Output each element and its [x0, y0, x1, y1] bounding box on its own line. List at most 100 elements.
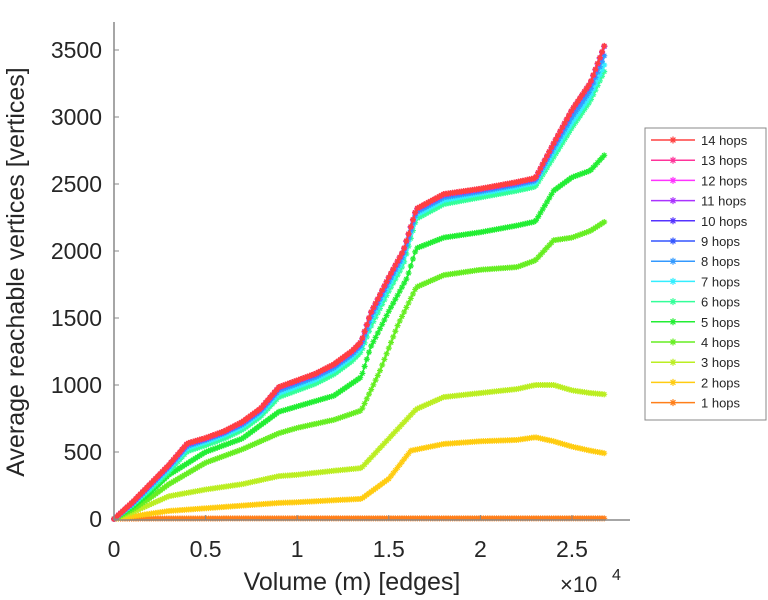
data-point — [398, 313, 405, 320]
data-point — [577, 171, 584, 178]
data-point — [374, 309, 381, 316]
data-point — [207, 457, 214, 464]
data-point — [596, 63, 603, 70]
y-tick-label: 3500 — [51, 37, 102, 63]
data-point — [304, 400, 311, 407]
data-point — [533, 182, 540, 189]
data-point — [515, 263, 522, 270]
data-point — [341, 413, 348, 420]
data-point — [361, 332, 368, 339]
data-point — [361, 461, 368, 468]
data-point — [284, 390, 291, 397]
data-point — [394, 322, 401, 329]
data-point — [185, 447, 192, 454]
data-point — [377, 445, 384, 452]
data-point — [203, 448, 210, 455]
data-point — [590, 72, 597, 79]
data-point — [198, 436, 205, 443]
data-point — [234, 421, 241, 428]
data-point — [427, 239, 434, 246]
legend-item: 5 hops — [651, 315, 741, 330]
data-point — [319, 395, 326, 402]
data-point — [117, 509, 124, 516]
data-point — [190, 446, 197, 453]
data-point — [132, 495, 139, 502]
data-point — [579, 109, 586, 116]
data-point — [438, 395, 445, 402]
data-point — [392, 276, 399, 283]
data-point — [374, 295, 381, 302]
data-point — [289, 379, 296, 386]
data-point — [146, 481, 153, 488]
data-point — [183, 449, 190, 456]
data-point — [387, 433, 394, 440]
data-point — [194, 437, 201, 444]
data-point — [207, 440, 214, 447]
data-point — [308, 399, 315, 406]
data-point — [401, 244, 408, 251]
data-point — [579, 104, 586, 111]
data-point — [574, 172, 581, 179]
legend-marker — [669, 197, 677, 205]
data-point — [212, 445, 219, 452]
data-point — [394, 426, 401, 433]
y-tick-label: 1500 — [51, 305, 102, 331]
data-point — [187, 447, 194, 454]
data-point — [359, 335, 366, 342]
data-point — [557, 138, 564, 145]
y-tick-label: 0 — [89, 506, 102, 532]
data-point — [269, 433, 276, 440]
data-point — [163, 473, 170, 480]
data-point — [319, 366, 326, 373]
data-point — [229, 423, 236, 430]
data-point — [418, 202, 425, 209]
legend-item: 14 hops — [651, 133, 748, 148]
data-point — [231, 438, 238, 445]
data-point — [387, 304, 394, 311]
data-point — [570, 122, 577, 129]
legend-label: 10 hops — [701, 214, 748, 229]
data-point — [583, 103, 590, 110]
data-point — [412, 248, 419, 255]
data-point — [544, 198, 551, 205]
data-point — [436, 395, 443, 402]
data-point — [588, 166, 595, 173]
data-point — [381, 316, 388, 323]
data-point — [289, 389, 296, 396]
data-point — [251, 440, 258, 447]
data-point — [423, 279, 430, 286]
data-point — [227, 424, 234, 431]
data-point — [572, 119, 579, 126]
data-point — [203, 459, 210, 466]
data-point — [366, 314, 373, 321]
data-point — [555, 383, 562, 390]
data-point — [561, 131, 568, 138]
data-point — [574, 105, 581, 112]
data-point — [238, 435, 245, 442]
y-tick-label: 3000 — [51, 104, 102, 130]
data-point — [372, 377, 379, 384]
data-point — [154, 482, 161, 489]
data-point — [438, 202, 445, 209]
data-point — [522, 261, 529, 268]
data-point — [293, 403, 300, 410]
data-point — [225, 440, 232, 447]
axes: 0 500 1000 1500 2000 2500 3000 3500 0 0.5 1 1.5 2 2.… — [51, 22, 630, 562]
data-point — [348, 410, 355, 417]
data-point — [425, 240, 432, 247]
data-point — [179, 446, 186, 453]
data-point — [398, 421, 405, 428]
data-point — [126, 501, 133, 508]
data-point — [390, 266, 397, 273]
data-point — [293, 387, 300, 394]
data-point — [581, 106, 588, 113]
data-point — [139, 488, 146, 495]
data-point — [601, 218, 608, 225]
data-point — [370, 318, 377, 325]
data-point — [209, 439, 216, 446]
data-point — [583, 168, 590, 175]
data-point — [596, 157, 603, 164]
data-point — [405, 234, 412, 241]
data-point — [381, 356, 388, 363]
data-point — [355, 341, 362, 348]
